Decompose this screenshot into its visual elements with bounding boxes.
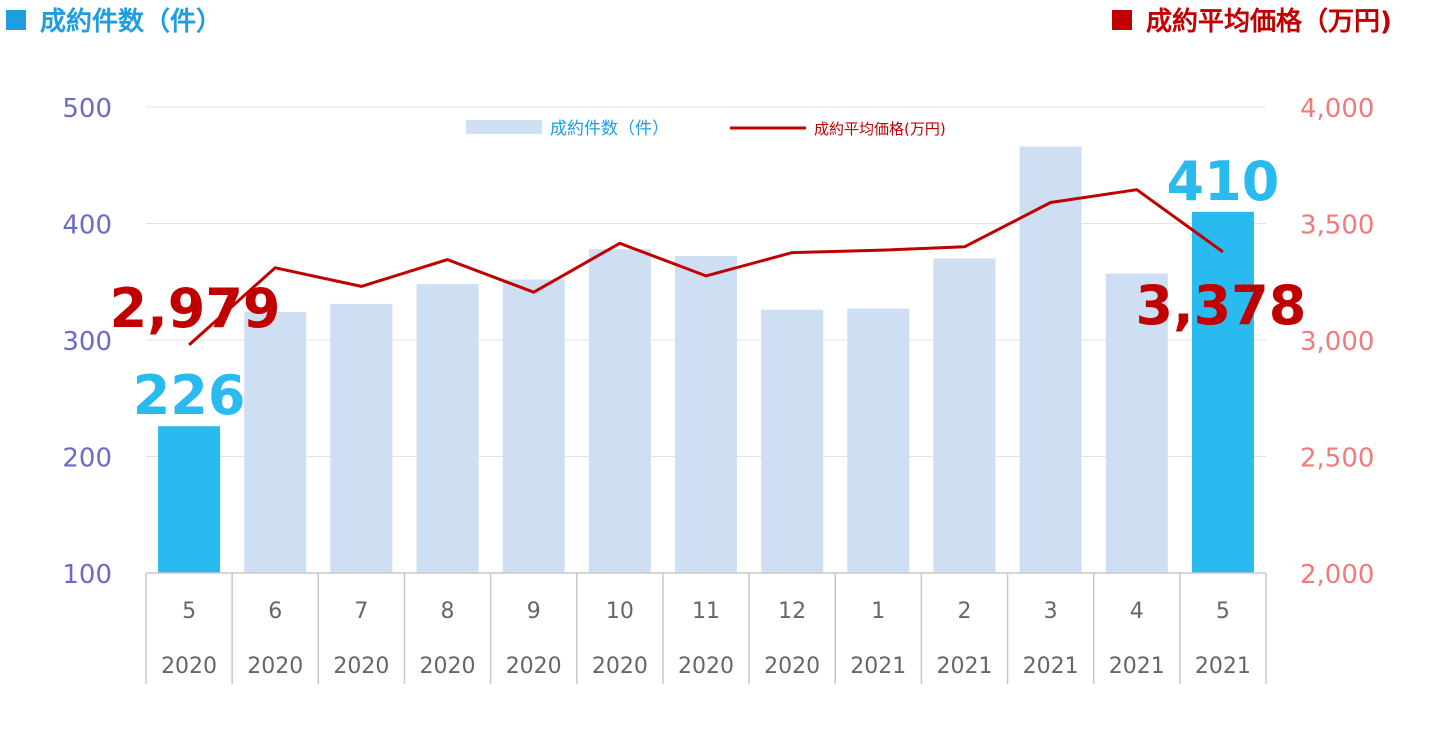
bar-series <box>158 146 1254 574</box>
y-left-tick-label: 500 <box>62 94 112 124</box>
left-header-square-icon <box>6 10 26 30</box>
bar <box>416 284 479 573</box>
y-right-tick-label: 2,000 <box>1300 560 1374 590</box>
x-tick-label-month: 8 <box>441 599 455 624</box>
data-labels: 226 410 2,979 3,378 <box>110 150 1307 427</box>
y-right-tick-label: 4,000 <box>1300 94 1374 124</box>
line-series <box>188 188 1224 347</box>
price-line <box>188 188 1224 347</box>
right-header: 成約平均価格（万円) <box>1112 6 1392 37</box>
bar <box>588 249 651 573</box>
x-tick-label-year: 2020 <box>247 654 303 679</box>
x-axis: 5202062020720208202092020102020112020122… <box>145 572 1267 684</box>
legend-bar-swatch <box>466 120 542 134</box>
data-label: 3,378 <box>1136 274 1307 337</box>
x-tick-label-month: 12 <box>778 599 806 624</box>
right-header-square-icon <box>1112 10 1132 30</box>
y-axes: 100 2,000 200 2,500 300 3,000 400 3,500 500 4,000 <box>62 94 1374 590</box>
x-tick-label-month: 5 <box>1216 599 1230 624</box>
y-right-tick-label: 2,500 <box>1300 444 1374 474</box>
data-label: 410 <box>1167 150 1280 213</box>
bar <box>158 426 221 573</box>
x-tick-label-year: 2021 <box>936 654 992 679</box>
y-left-tick-label: 300 <box>62 327 112 357</box>
legend: 成約件数（件） 成約平均価格(万円) <box>466 119 946 139</box>
left-header-text: 成約件数（件） <box>40 6 222 37</box>
bar <box>502 279 565 573</box>
x-tick-label-year: 2021 <box>1109 654 1165 679</box>
x-tick-label-year: 2020 <box>764 654 820 679</box>
x-tick-label-year: 2020 <box>592 654 648 679</box>
x-tick-label-year: 2020 <box>678 654 734 679</box>
x-tick-label-month: 3 <box>1044 599 1058 624</box>
bar <box>761 309 824 573</box>
data-label: 2,979 <box>110 277 281 340</box>
bar <box>847 308 910 573</box>
bar <box>330 303 393 573</box>
y-left-tick-label: 200 <box>62 444 112 474</box>
x-tick-label-month: 7 <box>354 599 368 624</box>
right-header-text: 成約平均価格（万円) <box>1146 6 1392 37</box>
bar <box>1105 273 1168 573</box>
legend-line-label: 成約平均価格(万円) <box>814 120 946 138</box>
x-tick-label-year: 2020 <box>506 654 562 679</box>
bar <box>1191 211 1254 573</box>
x-tick-label-year: 2020 <box>420 654 476 679</box>
x-tick-label-year: 2021 <box>1195 654 1251 679</box>
y-left-tick-label: 100 <box>62 560 112 590</box>
bar <box>675 256 737 573</box>
x-tick-label-month: 10 <box>606 599 634 624</box>
y-right-tick-label: 3,000 <box>1300 327 1374 357</box>
data-label: 226 <box>133 364 246 427</box>
x-tick-label-month: 1 <box>871 599 885 624</box>
legend-bar-label: 成約件数（件） <box>550 119 669 139</box>
x-tick-label-month: 4 <box>1130 599 1144 624</box>
x-tick-label-year: 2020 <box>161 654 217 679</box>
x-tick-label-year: 2021 <box>1023 654 1079 679</box>
x-tick-label-year: 2021 <box>850 654 906 679</box>
bar <box>933 258 996 573</box>
bar <box>244 312 307 573</box>
left-header: 成約件数（件） <box>6 6 222 37</box>
x-tick-label-year: 2020 <box>333 654 389 679</box>
x-tick-label-month: 9 <box>527 599 541 624</box>
x-tick-label-month: 5 <box>182 599 196 624</box>
x-tick-label-month: 2 <box>957 599 971 624</box>
y-right-tick-label: 3,500 <box>1300 211 1374 241</box>
bar <box>1019 146 1082 574</box>
y-left-tick-label: 400 <box>62 211 112 241</box>
x-tick-label-month: 6 <box>268 599 282 624</box>
x-tick-label-month: 11 <box>692 599 720 624</box>
